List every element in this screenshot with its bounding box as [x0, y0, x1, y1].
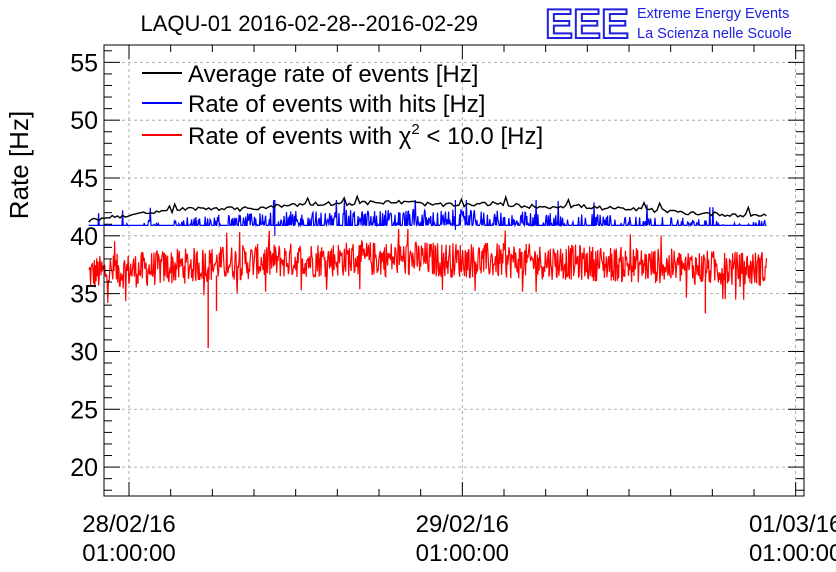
x-tick-label-time: 01:00:00	[416, 540, 509, 567]
x-tick-label-date: 01/03/16	[749, 511, 836, 538]
legend-label-suffix: < 10.0 [Hz]	[420, 123, 543, 150]
legend-label: Average rate of events [Hz]	[188, 61, 478, 88]
y-axis: 20 25 30 35 40 45 50 55	[70, 49, 804, 491]
eee-logo: EEE Extreme Energy Events La Scienza nel…	[544, 0, 792, 48]
legend-label: Rate of events with hits [Hz]	[188, 91, 485, 118]
series-line	[88, 228, 768, 303]
legend-label-superscript: 2	[411, 121, 419, 138]
logo-line-1: Extreme Energy Events	[637, 6, 789, 22]
eee-logo-mark: EEE	[545, 0, 629, 47]
grid-lines	[104, 45, 804, 496]
y-tick-label: 35	[70, 281, 98, 309]
series-line	[88, 194, 767, 223]
y-tick-label: 45	[70, 165, 98, 193]
x-tick-label-date: 28/02/16	[82, 511, 175, 538]
y-tick-label: 50	[70, 107, 98, 135]
legend-label-text: Rate of events with χ	[188, 123, 412, 150]
legend-label-text: Average rate of events [Hz]	[188, 61, 478, 88]
logo-line-2: La Scienza nelle Scuole	[637, 26, 792, 42]
x-tick-label-time: 01:00:00	[82, 540, 175, 567]
legend-label: Rate of events with χ2 < 10.0 [Hz]	[188, 121, 543, 150]
legend: Average rate of events [Hz] Rate of event…	[142, 61, 543, 150]
x-axis: 28/02/1601:00:0029/02/1601:00:0001/03/16…	[82, 45, 836, 567]
legend-label-text: Rate of events with hits [Hz]	[188, 91, 485, 118]
y-tick-label: 40	[70, 223, 98, 251]
y-tick-label: 20	[70, 454, 98, 482]
y-tick-label: 55	[70, 49, 98, 77]
y-axis-label: Rate [Hz]	[4, 111, 34, 219]
plot-series	[88, 194, 768, 348]
x-tick-label-date: 29/02/16	[416, 511, 509, 538]
x-tick-label-time: 01:00:00	[749, 540, 836, 567]
series-line	[88, 199, 767, 228]
chart-title: LAQU-01 2016-02-28--2016-02-29	[140, 11, 478, 36]
y-tick-label: 25	[70, 396, 98, 424]
y-tick-label: 30	[70, 338, 98, 366]
